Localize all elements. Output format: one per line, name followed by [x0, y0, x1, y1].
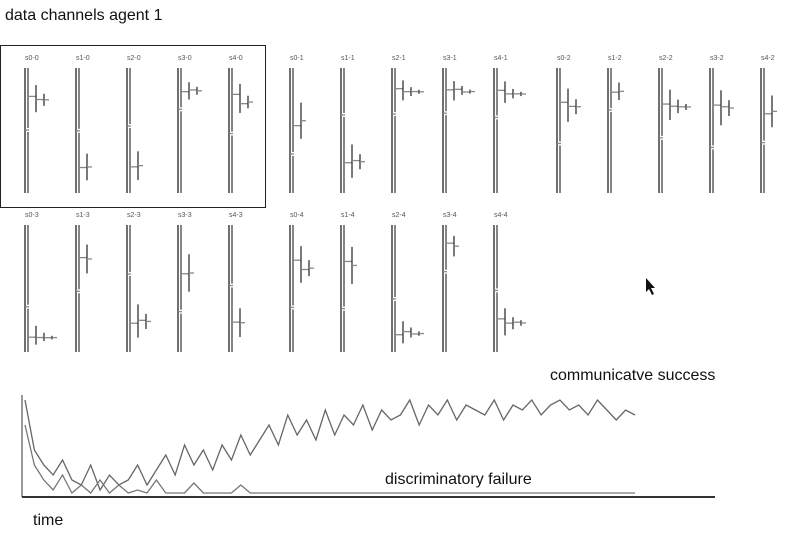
- channel-label: s0-0: [25, 55, 39, 62]
- channel-label: s3-3: [178, 212, 192, 219]
- channel-label: s4-4: [494, 212, 508, 219]
- series-label: discriminatory failure: [385, 471, 532, 488]
- channel-label: s4-3: [229, 212, 243, 219]
- title: data channels agent 1: [5, 7, 163, 24]
- series-line: [24, 398, 636, 492]
- channel-label: s0-3: [25, 212, 39, 219]
- channel-label: s1-3: [76, 212, 90, 219]
- x-axis-label: time: [33, 512, 63, 529]
- channel-label: s1-2: [608, 55, 622, 62]
- channel-label: s0-4: [290, 212, 304, 219]
- channel-label: s3-4: [443, 212, 457, 219]
- channel-label: s2-1: [392, 55, 406, 62]
- channel-label: s1-0: [76, 55, 90, 62]
- channel-label: s1-4: [341, 212, 355, 219]
- channel-label: s4-1: [494, 55, 508, 62]
- cursor: [646, 278, 655, 295]
- channel-label: s2-4: [392, 212, 406, 219]
- channel-label: s4-2: [761, 55, 775, 62]
- series-label: communicatve success: [550, 367, 715, 384]
- channel-label: s3-0: [178, 55, 192, 62]
- channel-label: s3-2: [710, 55, 724, 62]
- series-line: [24, 424, 635, 495]
- channel-label: s2-2: [659, 55, 673, 62]
- channel-label: s4-0: [229, 55, 243, 62]
- channel-label: s1-1: [341, 55, 355, 62]
- channel-label: s3-1: [443, 55, 457, 62]
- channel-label: s0-1: [290, 55, 304, 62]
- channel-label: s2-3: [127, 212, 141, 219]
- selection-box: [0, 45, 266, 208]
- channel-label: s2-0: [127, 55, 141, 62]
- channel-label: s0-2: [557, 55, 571, 62]
